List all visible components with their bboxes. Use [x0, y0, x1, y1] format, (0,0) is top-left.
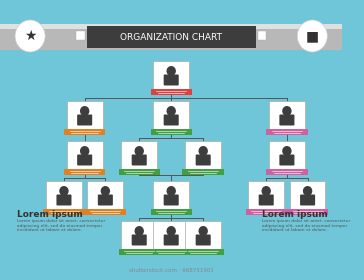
FancyBboxPatch shape — [77, 115, 92, 125]
FancyBboxPatch shape — [196, 235, 211, 246]
FancyBboxPatch shape — [290, 181, 325, 209]
FancyBboxPatch shape — [153, 221, 189, 249]
FancyBboxPatch shape — [46, 181, 82, 209]
FancyBboxPatch shape — [85, 209, 126, 215]
Circle shape — [297, 20, 327, 52]
FancyBboxPatch shape — [164, 74, 179, 85]
Circle shape — [80, 146, 90, 156]
FancyBboxPatch shape — [258, 31, 266, 40]
FancyBboxPatch shape — [182, 249, 224, 255]
FancyBboxPatch shape — [185, 221, 221, 249]
Circle shape — [166, 106, 176, 116]
FancyBboxPatch shape — [182, 169, 224, 175]
Text: Lorem ipsum: Lorem ipsum — [17, 210, 83, 219]
Circle shape — [135, 146, 144, 156]
Text: Lorem ipsum dolor sit amet, consectetur
adipiscing elit, sed do eiusmod tempor
i: Lorem ipsum dolor sit amet, consectetur … — [17, 219, 105, 232]
FancyBboxPatch shape — [164, 195, 179, 206]
FancyBboxPatch shape — [153, 61, 189, 89]
FancyBboxPatch shape — [164, 235, 179, 246]
Circle shape — [166, 226, 176, 236]
Circle shape — [282, 106, 292, 116]
Circle shape — [101, 186, 110, 196]
FancyBboxPatch shape — [56, 195, 71, 206]
Circle shape — [80, 106, 90, 116]
FancyBboxPatch shape — [287, 209, 328, 215]
FancyBboxPatch shape — [164, 115, 179, 125]
FancyBboxPatch shape — [64, 169, 105, 175]
FancyBboxPatch shape — [132, 235, 147, 246]
FancyBboxPatch shape — [245, 209, 287, 215]
FancyBboxPatch shape — [150, 249, 192, 255]
FancyBboxPatch shape — [121, 221, 157, 249]
FancyBboxPatch shape — [259, 195, 274, 206]
FancyBboxPatch shape — [77, 155, 92, 165]
FancyBboxPatch shape — [87, 26, 256, 48]
FancyBboxPatch shape — [153, 181, 189, 209]
FancyBboxPatch shape — [119, 169, 160, 175]
Circle shape — [303, 186, 312, 196]
FancyBboxPatch shape — [121, 141, 157, 169]
Circle shape — [282, 146, 292, 156]
Circle shape — [15, 20, 45, 52]
FancyBboxPatch shape — [98, 195, 113, 206]
FancyBboxPatch shape — [67, 141, 103, 169]
FancyBboxPatch shape — [266, 169, 308, 175]
Circle shape — [198, 146, 208, 156]
FancyBboxPatch shape — [300, 195, 315, 206]
Text: Lorem ipsum dolor sit amet, consectetur
adipiscing elit, sed do eiusmod tempor
i: Lorem ipsum dolor sit amet, consectetur … — [261, 219, 350, 232]
Circle shape — [166, 66, 176, 76]
Circle shape — [198, 226, 208, 236]
FancyBboxPatch shape — [266, 129, 308, 135]
FancyBboxPatch shape — [185, 141, 221, 169]
FancyBboxPatch shape — [153, 101, 189, 129]
FancyBboxPatch shape — [0, 24, 343, 29]
FancyBboxPatch shape — [0, 24, 343, 50]
Text: ★: ★ — [24, 29, 36, 43]
FancyBboxPatch shape — [132, 155, 147, 165]
Text: ■: ■ — [306, 29, 319, 43]
Text: ORGANIZATION CHART: ORGANIZATION CHART — [120, 32, 222, 41]
FancyBboxPatch shape — [269, 141, 305, 169]
FancyBboxPatch shape — [76, 31, 85, 40]
FancyBboxPatch shape — [280, 155, 294, 165]
FancyBboxPatch shape — [64, 129, 105, 135]
FancyBboxPatch shape — [87, 181, 123, 209]
FancyBboxPatch shape — [150, 129, 192, 135]
FancyBboxPatch shape — [269, 101, 305, 129]
FancyBboxPatch shape — [150, 209, 192, 215]
FancyBboxPatch shape — [67, 101, 103, 129]
Circle shape — [135, 226, 144, 236]
Circle shape — [166, 186, 176, 196]
FancyBboxPatch shape — [248, 181, 284, 209]
Circle shape — [59, 186, 69, 196]
FancyBboxPatch shape — [43, 209, 85, 215]
FancyBboxPatch shape — [280, 115, 294, 125]
Text: Lorem ipsum: Lorem ipsum — [261, 210, 327, 219]
Text: shutterstock.com · 668751901: shutterstock.com · 668751901 — [129, 268, 214, 273]
FancyBboxPatch shape — [119, 249, 160, 255]
FancyBboxPatch shape — [150, 89, 192, 95]
Circle shape — [261, 186, 271, 196]
FancyBboxPatch shape — [196, 155, 211, 165]
